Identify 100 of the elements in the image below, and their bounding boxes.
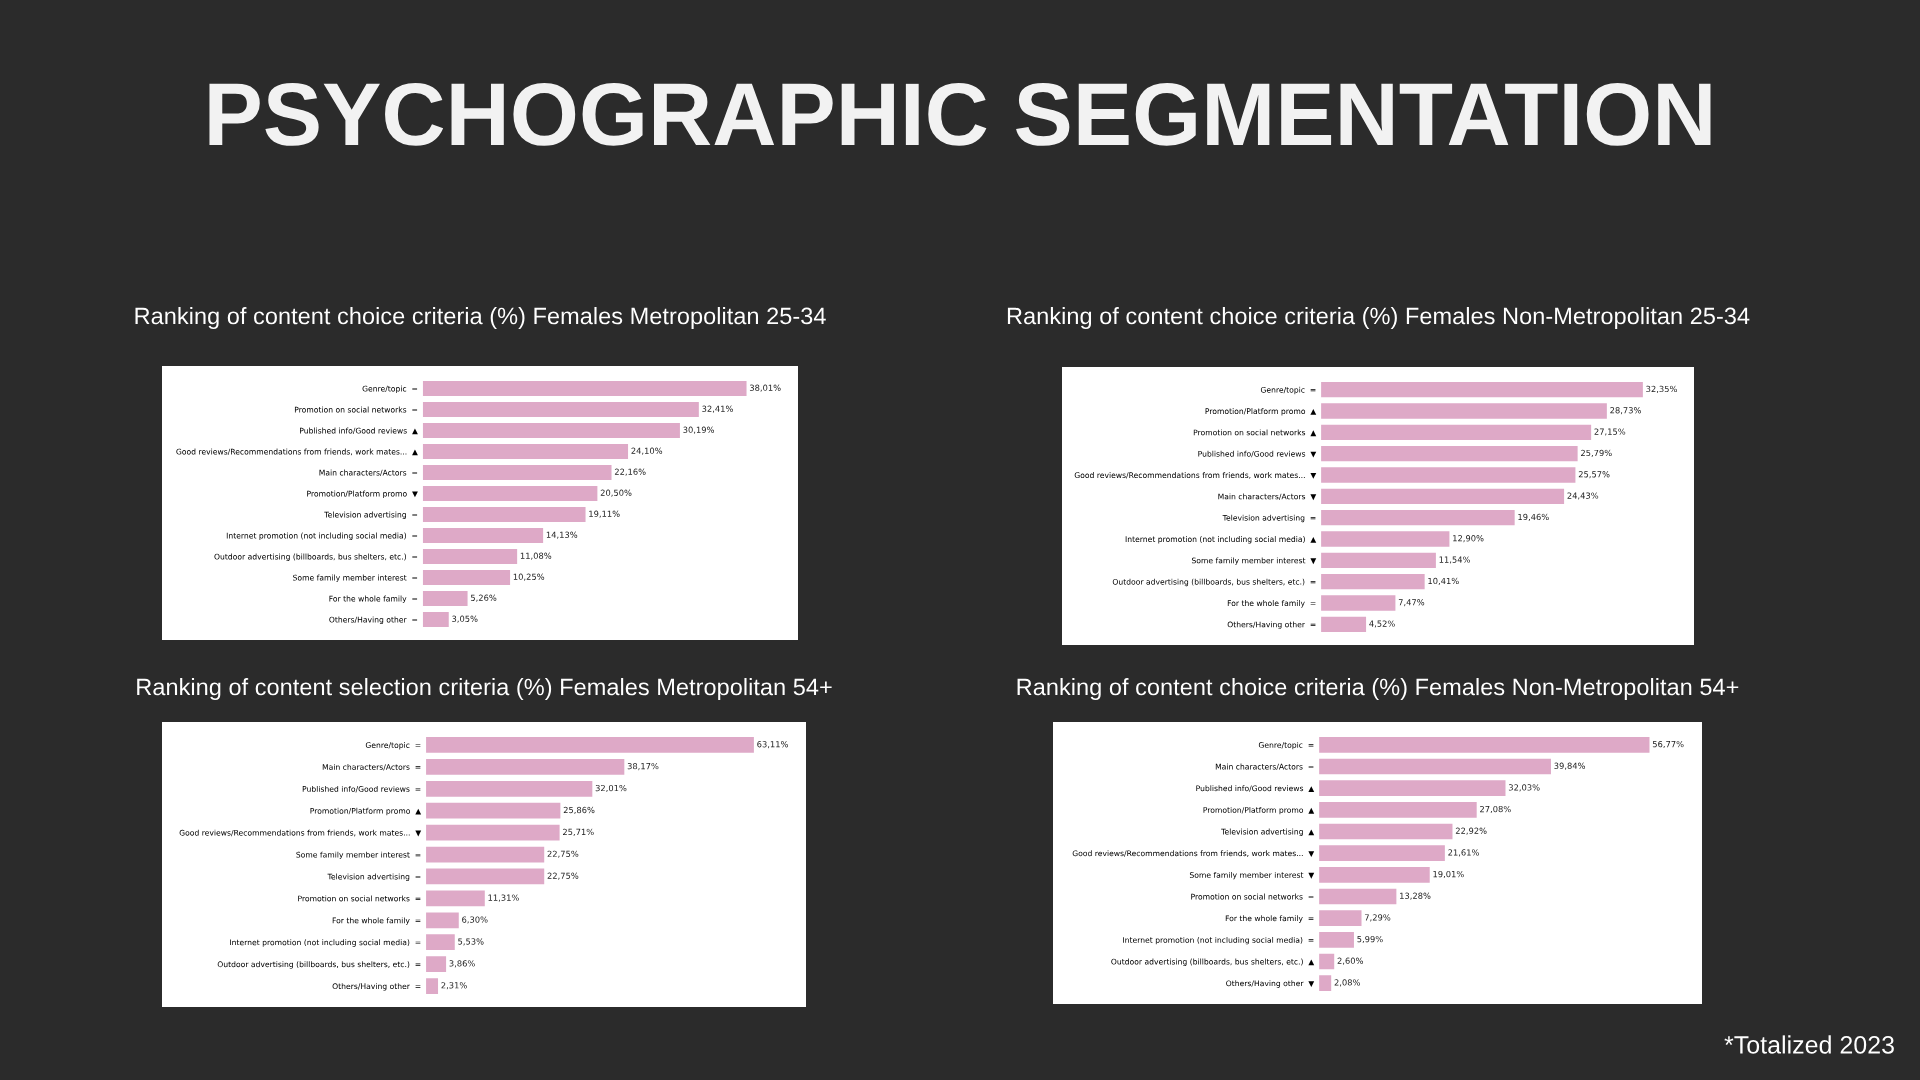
data-label: 25,79% bbox=[1581, 449, 1612, 457]
data-label: 38,17% bbox=[627, 762, 659, 771]
bar bbox=[422, 380, 747, 397]
bar bbox=[1319, 802, 1477, 818]
bar bbox=[1319, 888, 1397, 905]
data-label: 32,03% bbox=[1508, 784, 1540, 792]
data-label: 11,54% bbox=[1439, 556, 1470, 564]
data-label: 14,13% bbox=[546, 531, 578, 539]
data-label: 2,60% bbox=[1337, 957, 1364, 965]
bar bbox=[1321, 573, 1425, 590]
bar bbox=[1321, 616, 1367, 633]
bar bbox=[1319, 910, 1362, 926]
bar bbox=[426, 934, 455, 951]
bar bbox=[422, 611, 449, 628]
bar bbox=[1321, 467, 1576, 483]
bar bbox=[426, 846, 545, 863]
data-label: 10,25% bbox=[513, 573, 545, 581]
bar bbox=[1319, 758, 1551, 775]
data-label: 5,99% bbox=[1357, 935, 1383, 944]
chart-title: Ranking of content choice criteria (%) Females Non-Metropolitan 54+ bbox=[1017, 677, 1739, 701]
data-label: 7,47% bbox=[1398, 599, 1425, 607]
bar bbox=[1319, 975, 1332, 991]
data-label: 3,05% bbox=[452, 615, 478, 623]
bar bbox=[1321, 595, 1396, 611]
chart-title: Ranking of content selection criteria (%) Females Metropolitan 54+ bbox=[137, 677, 832, 701]
data-label: 19,11% bbox=[589, 510, 620, 518]
bar bbox=[422, 401, 699, 418]
bar bbox=[422, 485, 598, 502]
text: PSYCHOGRAPHIC SEGMENTATION bbox=[209, 82, 1711, 146]
bar bbox=[426, 802, 561, 819]
bar bbox=[422, 464, 612, 481]
data-label: 11,31% bbox=[488, 894, 519, 902]
data-label: 19,01% bbox=[1433, 870, 1464, 879]
bar bbox=[1319, 867, 1430, 883]
bar bbox=[1319, 932, 1354, 948]
bar bbox=[1321, 445, 1578, 462]
data-label: 32,41% bbox=[702, 405, 733, 413]
bar bbox=[426, 780, 593, 797]
bar bbox=[426, 737, 754, 753]
data-label: 25,57% bbox=[1578, 471, 1610, 479]
bar bbox=[1321, 552, 1436, 569]
bar bbox=[422, 590, 468, 607]
bar bbox=[426, 978, 439, 994]
data-label: 27,08% bbox=[1480, 805, 1511, 814]
data-label: 2,31% bbox=[441, 982, 467, 990]
bar bbox=[1321, 531, 1450, 547]
data-label: 7,29% bbox=[1364, 914, 1391, 922]
data-label: 24,10% bbox=[631, 447, 663, 455]
bar bbox=[422, 527, 544, 544]
bar bbox=[422, 506, 586, 523]
data-label: 56,77% bbox=[1652, 740, 1684, 749]
chart-title: Ranking of content choice criteria (%) Females Metropolitan 25-34 bbox=[135, 307, 826, 330]
data-label: 2,08% bbox=[1334, 979, 1360, 987]
data-label: 38,01% bbox=[749, 384, 781, 392]
data-label: 19,46% bbox=[1518, 513, 1549, 521]
text: *Totalized 2023 bbox=[1724, 1035, 1894, 1054]
bar bbox=[1321, 488, 1565, 505]
data-label: 27,15% bbox=[1594, 428, 1626, 436]
bar bbox=[422, 569, 511, 586]
data-label: 4,52% bbox=[1369, 620, 1395, 628]
bar bbox=[1321, 424, 1592, 441]
data-label: 32,01% bbox=[595, 784, 627, 793]
bar bbox=[1319, 823, 1453, 840]
bar bbox=[422, 443, 629, 460]
data-label: 22,75% bbox=[547, 872, 579, 880]
bar bbox=[426, 758, 625, 775]
data-label: 22,16% bbox=[614, 468, 646, 476]
data-label: 21,61% bbox=[1448, 849, 1479, 857]
bar bbox=[1321, 381, 1643, 398]
data-label: 28,73% bbox=[1610, 407, 1641, 415]
bar bbox=[422, 422, 680, 439]
data-label: 25,71% bbox=[562, 828, 594, 836]
bar bbox=[1319, 845, 1445, 861]
data-label: 25,86% bbox=[563, 806, 595, 814]
data-label: 6,30% bbox=[462, 916, 488, 924]
data-label: 32,35% bbox=[1646, 385, 1677, 393]
bar bbox=[422, 548, 518, 565]
data-label: 24,43% bbox=[1567, 492, 1599, 500]
bar bbox=[1319, 737, 1650, 753]
bar bbox=[426, 868, 545, 885]
data-label: 22,92% bbox=[1455, 827, 1487, 835]
data-label: 5,53% bbox=[458, 938, 484, 946]
bar bbox=[426, 912, 459, 929]
data-label: 39,84% bbox=[1554, 762, 1586, 770]
data-label: 13,28% bbox=[1400, 892, 1431, 900]
bar bbox=[1321, 403, 1607, 419]
data-label: 63,11% bbox=[757, 741, 788, 749]
data-label: 3,86% bbox=[449, 960, 475, 968]
chart-title: Ranking of content choice criteria (%) Females Non-Metropolitan 25-34 bbox=[1007, 307, 1750, 330]
data-label: 11,08% bbox=[520, 552, 552, 560]
bar bbox=[426, 824, 560, 841]
bar bbox=[1319, 780, 1506, 796]
bar bbox=[1321, 509, 1515, 526]
bar bbox=[426, 956, 447, 973]
data-label: 22,75% bbox=[547, 850, 579, 858]
data-label: 10,41% bbox=[1428, 577, 1459, 585]
data-label: 20,50% bbox=[600, 489, 632, 497]
data-label: 12,90% bbox=[1453, 535, 1484, 543]
data-label: 5,26% bbox=[470, 594, 497, 602]
data-label: 30,19% bbox=[683, 426, 715, 434]
